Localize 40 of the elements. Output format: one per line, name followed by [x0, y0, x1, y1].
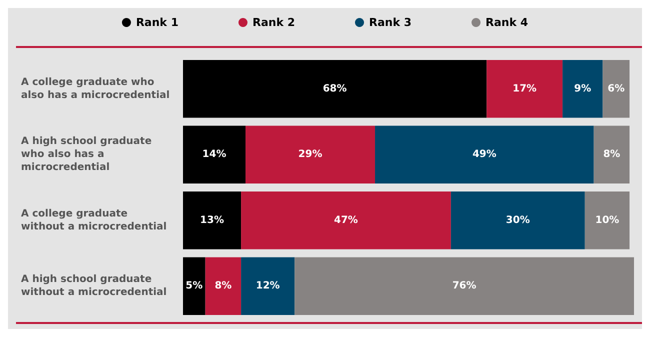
bar: [562, 60, 603, 118]
data-label: 5%: [186, 280, 203, 292]
data-label: 76%: [452, 280, 476, 292]
data-label: 9%: [574, 83, 592, 94]
y-tick-label: A high school graduate who also has a microcredential: [21, 136, 156, 174]
data-label: 8%: [214, 280, 232, 292]
bar: [183, 257, 206, 316]
bar: [375, 126, 594, 184]
data-label: 17%: [512, 83, 537, 94]
bar: [246, 126, 376, 184]
bar: [241, 191, 451, 250]
data-label: 10%: [595, 214, 620, 226]
bar: [205, 257, 242, 316]
data-label: 68%: [322, 83, 347, 94]
data-label: 6%: [608, 83, 625, 94]
bar: [183, 191, 242, 250]
y-tick-label: A college graduate without a microcredential: [21, 208, 167, 232]
legend-label: Rank 2: [252, 16, 296, 29]
data-label: 47%: [334, 214, 358, 226]
bar: [594, 126, 630, 184]
bar: [183, 126, 246, 184]
data-label: 13%: [200, 214, 224, 226]
data-label: 8%: [603, 149, 620, 160]
bar: [486, 60, 563, 118]
bar: [241, 257, 295, 316]
bar: [584, 191, 630, 250]
bar: [183, 60, 487, 118]
data-label: 29%: [298, 149, 322, 160]
y-tick-label: A high school graduate without a microcredential: [21, 274, 167, 298]
data-label: 30%: [506, 214, 530, 226]
bar: [450, 191, 585, 250]
legend-label: Rank 3: [369, 16, 412, 29]
bar: [602, 60, 630, 118]
data-label: 14%: [202, 149, 226, 160]
legend-label: Rank 4: [486, 16, 528, 29]
data-label: 12%: [256, 280, 280, 292]
legend-label: Rank 1: [136, 16, 178, 29]
y-tick-label: A college graduate who also has a microcredential: [21, 76, 170, 101]
bar: [294, 257, 634, 316]
data-label: 49%: [472, 149, 496, 160]
